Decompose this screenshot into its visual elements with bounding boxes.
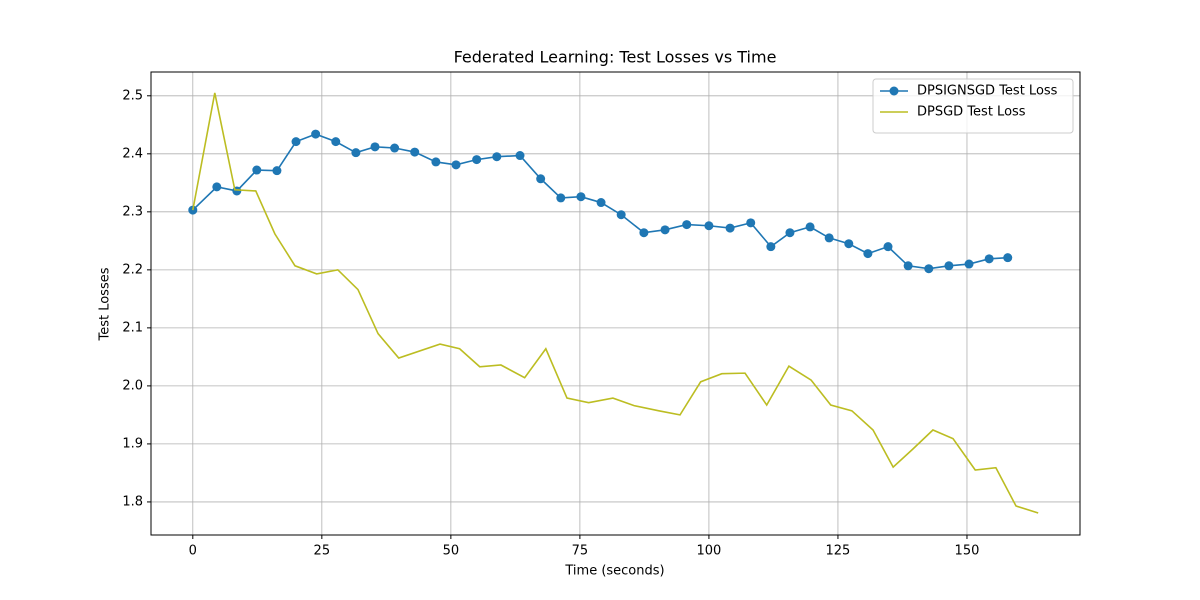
x-axis-label: Time (seconds) [564, 564, 664, 579]
data-point [725, 223, 735, 233]
x-tick-label: 50 [443, 544, 460, 559]
y-tick-label: 2.1 [122, 320, 143, 335]
data-point [616, 210, 626, 220]
series-line [192, 92, 1039, 514]
y-tick-label: 2.5 [122, 88, 143, 103]
data-point [410, 147, 420, 157]
data-point [370, 142, 380, 152]
data-point [704, 221, 714, 231]
data-point [431, 157, 441, 167]
data-point [596, 198, 606, 208]
data-point [805, 222, 815, 232]
y-tick-label: 2.2 [122, 262, 143, 277]
x-tick-label: 75 [572, 544, 589, 559]
plot-frame [150, 71, 1081, 536]
data-point [984, 254, 994, 264]
data-point [924, 264, 934, 274]
chart-title: Federated Learning: Test Losses vs Time [454, 48, 777, 67]
data-point [390, 143, 400, 153]
y-tick-label: 1.8 [122, 494, 143, 509]
data-point [212, 182, 222, 192]
y-axis-label: Test Losses [98, 267, 113, 341]
data-point [291, 137, 301, 147]
legend-marker [889, 86, 899, 96]
data-point [351, 148, 361, 158]
data-point [536, 174, 546, 184]
data-point [944, 261, 954, 271]
y-tick-label: 2.4 [122, 146, 143, 161]
data-point [272, 166, 282, 176]
data-point [331, 137, 341, 147]
data-point [556, 193, 566, 203]
data-point [746, 218, 756, 228]
x-tick-label: 150 [955, 544, 980, 559]
data-point [883, 242, 893, 252]
data-point [492, 152, 502, 162]
data-point [766, 242, 776, 252]
data-point [863, 249, 873, 259]
data-point [515, 151, 525, 161]
data-point [639, 228, 649, 238]
data-point [964, 259, 974, 269]
data-point [576, 192, 586, 202]
data-point [472, 155, 482, 165]
legend-label: DPSIGNSGD Test Loss [917, 84, 1058, 99]
data-point [252, 165, 262, 175]
y-tick-label: 1.9 [122, 436, 143, 451]
legend-label: DPSGD Test Loss [917, 105, 1026, 120]
data-point [451, 160, 461, 170]
data-point [1003, 253, 1013, 263]
y-tick-label: 2.3 [122, 204, 143, 219]
data-point [903, 261, 913, 271]
data-point [660, 225, 670, 235]
data-point [824, 233, 834, 243]
data-point [844, 239, 854, 249]
x-tick-label: 25 [314, 544, 331, 559]
x-tick-label: 0 [189, 544, 197, 559]
data-point [311, 129, 321, 139]
legend-box [872, 78, 1074, 134]
y-tick-label: 2.0 [122, 378, 143, 393]
data-point [785, 228, 795, 238]
data-point [682, 220, 692, 230]
x-tick-label: 100 [697, 544, 722, 559]
x-tick-label: 125 [826, 544, 851, 559]
